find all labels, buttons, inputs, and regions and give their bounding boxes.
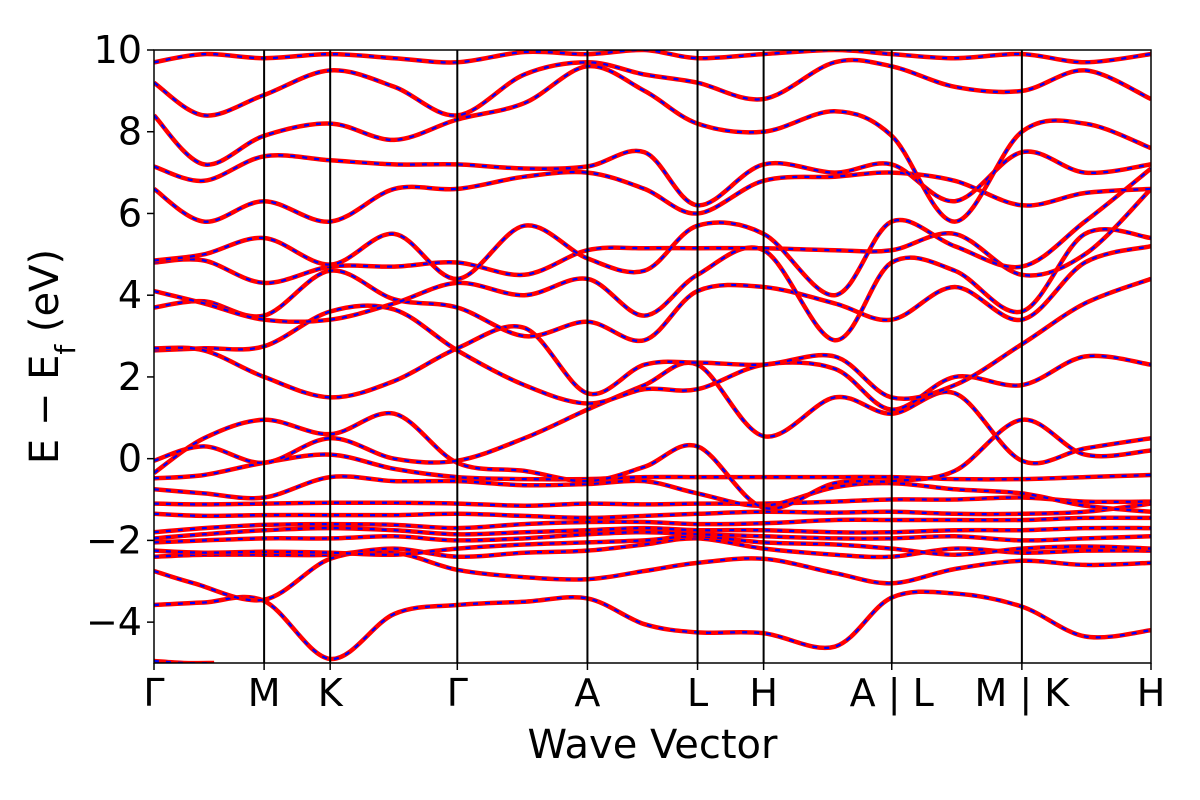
x-tick-label: L bbox=[687, 671, 708, 715]
y-tick-label: −2 bbox=[86, 518, 142, 562]
band-line-dashed-23 bbox=[154, 58, 1151, 117]
y-tick-label: −4 bbox=[86, 600, 142, 644]
x-tick-label: A bbox=[574, 671, 600, 715]
x-tick-label: M bbox=[248, 671, 281, 715]
band-line-dashed-4 bbox=[154, 535, 1151, 556]
x-axis-label: Wave Vector bbox=[528, 722, 779, 768]
band-line-11 bbox=[154, 452, 1151, 482]
x-tick-label: M | K bbox=[975, 671, 1071, 716]
band-lines bbox=[154, 50, 1151, 663]
band-line-dashed-22 bbox=[154, 65, 1151, 223]
band-line-dashed-11 bbox=[154, 453, 1151, 481]
x-tick-label: K bbox=[318, 671, 344, 715]
band-line-dashed-18 bbox=[154, 188, 1151, 285]
y-axis-ticks: −4 −2 0 2 4 6 8 10 bbox=[86, 28, 154, 644]
band-line-dashed-7 bbox=[154, 516, 1151, 534]
band-line-dashed-9 bbox=[154, 496, 1151, 507]
band-line-dashed-8 bbox=[154, 502, 1151, 520]
x-tick-label: A | L bbox=[850, 671, 934, 716]
band-line-dashed-6 bbox=[154, 526, 1151, 540]
band-line-24 bbox=[154, 50, 1151, 65]
high-symmetry-lines bbox=[263, 50, 1023, 663]
band-line-dashed-5 bbox=[154, 531, 1151, 544]
axes-frame bbox=[153, 49, 1152, 664]
y-axis-label: E − Ef (eV) bbox=[22, 249, 82, 464]
band-line-dashed-14 bbox=[154, 304, 1151, 411]
band-line-0 bbox=[154, 658, 215, 663]
band-line-dashed-21 bbox=[154, 149, 1151, 207]
band-line-23 bbox=[154, 57, 1151, 118]
band-line-9 bbox=[154, 495, 1151, 508]
band-line-12 bbox=[154, 410, 1151, 511]
band-line-20 bbox=[154, 169, 1151, 224]
x-tick-label: H bbox=[1137, 671, 1166, 715]
band-line-dashed-15 bbox=[154, 277, 1151, 400]
y-tick-label: 0 bbox=[118, 437, 142, 481]
band-line-dashed-19 bbox=[154, 167, 1151, 297]
band-line-1 bbox=[154, 589, 1151, 662]
y-tick-label: 8 bbox=[118, 110, 142, 154]
band-line-dashed-12 bbox=[154, 412, 1151, 510]
x-tick-label: Γ bbox=[447, 671, 468, 715]
band-line-dashed-1 bbox=[154, 590, 1151, 661]
band-line-dashed-16 bbox=[154, 245, 1151, 343]
band-line-2 bbox=[154, 549, 1151, 603]
y-tick-label: 2 bbox=[118, 355, 142, 399]
x-tick-label: H bbox=[749, 671, 778, 715]
y-tick-label: 10 bbox=[94, 28, 142, 72]
band-line-3 bbox=[154, 536, 1151, 560]
y-tick-label: 4 bbox=[118, 273, 142, 317]
y-tick-label: 6 bbox=[118, 191, 142, 235]
band-line-19 bbox=[154, 166, 1151, 298]
band-line-dashed-13 bbox=[154, 361, 1151, 465]
band-line-dashed-10 bbox=[154, 475, 1151, 513]
band-line-13 bbox=[154, 360, 1151, 466]
x-tick-label: Γ bbox=[143, 671, 164, 715]
band-line-dashed-2 bbox=[154, 550, 1151, 602]
